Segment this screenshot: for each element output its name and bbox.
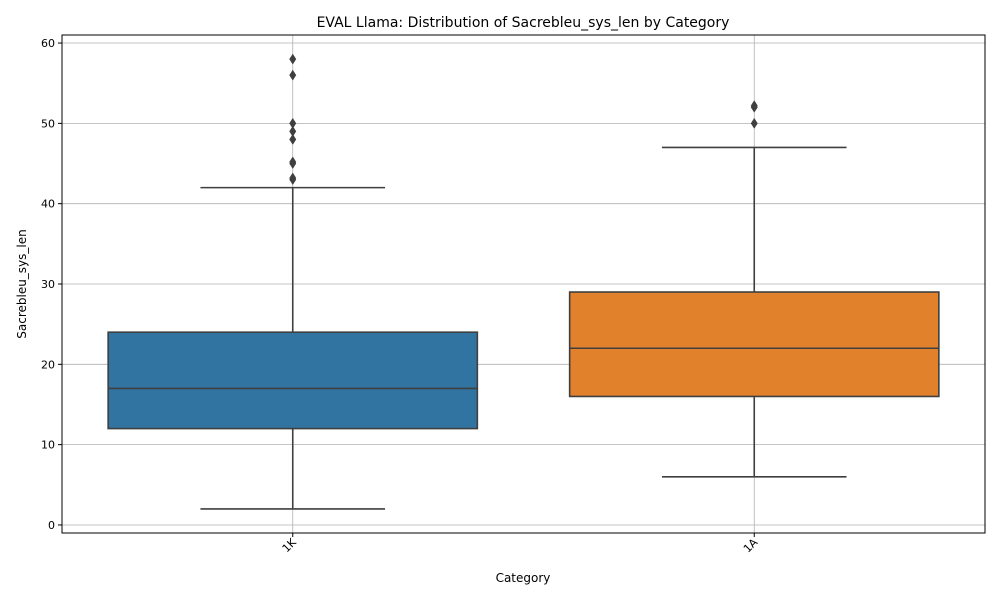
chart-title: EVAL Llama: Distribution of Sacrebleu_sy… [317,15,730,31]
y-tick-label: 20 [41,358,55,371]
outlier-point [289,172,297,184]
y-tick-label: 10 [41,439,55,452]
x-axis-label: Category [496,571,551,585]
outlier-point [289,156,297,168]
y-axis: 0 10 20 30 40 50 60 [41,37,62,532]
outlier-point [289,133,297,145]
x-axis: 1K 1A [280,533,761,555]
outlier-point [289,69,297,81]
y-tick-label: 30 [41,278,55,291]
y-axis-label: Sacrebleu_sys_len [15,229,29,339]
y-tick-label: 60 [41,37,55,50]
x-tick-label: 1A [741,536,761,556]
outlier-point [750,100,758,112]
outlier-point [289,53,297,65]
y-tick-label: 0 [48,519,55,532]
box-1K [107,53,479,510]
y-tick-label: 40 [41,198,55,211]
box-1A [568,100,940,478]
outlier-point [750,117,758,129]
y-tick-label: 50 [41,117,55,130]
x-tick-label: 1K [280,535,300,555]
outlier-point [289,125,297,137]
boxes [107,53,940,510]
outlier-point [289,117,297,129]
iqr-box [568,291,940,398]
iqr-box [107,331,479,430]
grid [62,35,985,533]
